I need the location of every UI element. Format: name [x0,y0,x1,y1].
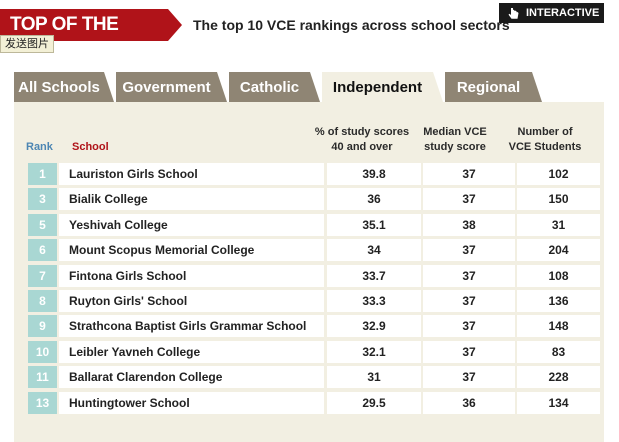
median-value-cell: 37 [423,315,515,338]
table-row: 13 Huntingtower School 29.5 36 134 [28,391,600,414]
pct-value-cell: 33.3 [327,290,421,312]
header: TOP OF THE CLASS The top 10 VCE rankings… [0,0,619,72]
median-value-cell: 37 [423,340,515,363]
student-count-cell: 108 [517,264,600,287]
rank-cell: 11 [28,366,57,389]
school-name-cell: Lauriston Girls School [59,163,324,185]
student-count-cell: 31 [517,213,600,236]
page-subtitle: The top 10 VCE rankings across school se… [193,17,510,33]
school-name-cell: Ruyton Girls' School [59,290,324,312]
rank-cell: 1 [28,163,57,185]
table-row: 6 Mount Scopus Memorial College 34 37 204 [28,239,600,262]
school-name-cell: Strathcona Baptist Girls Grammar School [59,315,324,338]
median-value-cell: 37 [423,290,515,312]
median-value-cell: 37 [423,239,515,262]
rankings-panel: Rank School % of study scores 40 and ove… [14,102,604,442]
pct-value-cell: 39.8 [327,163,421,185]
pct-value-cell: 29.5 [327,391,421,414]
median-value-cell: 37 [423,264,515,287]
table-row: 11 Ballarat Clarendon College 31 37 228 [28,366,600,389]
pct-value-cell: 32.9 [327,315,421,338]
tab-all-schools[interactable]: All Schools [14,72,114,102]
table-row: 7 Fintona Girls School 33.7 37 108 [28,264,600,287]
cursor-hand-icon [508,7,519,19]
student-count-cell: 150 [517,188,600,211]
school-name-cell: Mount Scopus Memorial College [59,239,324,262]
student-count-cell: 134 [517,391,600,414]
rank-cell: 13 [28,391,57,414]
median-value-cell: 36 [423,391,515,414]
rank-cell: 8 [28,290,57,312]
interactive-label: INTERACTIVE [526,7,600,19]
pct-value-cell: 36 [327,188,421,211]
median-value-cell: 37 [423,366,515,389]
number-header-line-1: Number of [517,126,573,138]
pct-value-cell: 35.1 [327,213,421,236]
student-count-cell: 83 [517,340,600,363]
student-count-cell: 204 [517,239,600,262]
school-name-cell: Ballarat Clarendon College [59,366,324,389]
rank-cell: 6 [28,239,57,262]
number-header-line-2: VCE Students [508,141,582,153]
tab-bar: All Schools Government Catholic Independ… [0,72,619,102]
school-name-cell: Fintona Girls School [59,264,324,287]
table-row: 9 Strathcona Baptist Girls Grammar School… [28,315,600,338]
median-header-line-2: study score [424,141,486,153]
rank-cell: 5 [28,213,57,236]
table-row: 5 Yeshivah College 35.1 38 31 [28,213,600,236]
student-count-cell: 228 [517,366,600,389]
number-column-header: Number of VCE Students [503,125,587,155]
rank-cell: 7 [28,264,57,287]
student-count-cell: 136 [517,290,600,312]
school-column-header: School [72,141,109,153]
student-count-cell: 102 [517,163,600,185]
rank-column-header: Rank [26,141,53,153]
pct-column-header: % of study scores 40 and over [307,125,417,155]
median-header-line-1: Median VCE [423,126,487,138]
tab-catholic[interactable]: Catholic [229,72,320,102]
tab-government[interactable]: Government [116,72,227,102]
school-name-cell: Leibler Yavneh College [59,340,324,363]
pct-value-cell: 33.7 [327,264,421,287]
pct-value-cell: 34 [327,239,421,262]
pct-value-cell: 32.1 [327,340,421,363]
interactive-badge[interactable]: INTERACTIVE [499,3,604,23]
rank-cell: 3 [28,188,57,211]
table-row: 1 Lauriston Girls School 39.8 37 102 [28,163,600,185]
pct-header-line-1: % of study scores [314,126,410,138]
table-row: 8 Ruyton Girls' School 33.3 37 136 [28,290,600,312]
rank-cell: 9 [28,315,57,338]
median-value-cell: 38 [423,213,515,236]
median-value-cell: 37 [423,163,515,185]
table-row: 10 Leibler Yavneh College 32.1 37 83 [28,340,600,363]
rank-cell: 10 [28,340,57,363]
tab-independent[interactable]: Independent [322,72,443,102]
pct-value-cell: 31 [327,366,421,389]
send-image-button[interactable]: 发送图片 [0,35,54,53]
school-name-cell: Bialik College [59,188,324,211]
student-count-cell: 148 [517,315,600,338]
median-value-cell: 37 [423,188,515,211]
school-name-cell: Huntingtower School [59,391,324,414]
median-column-header: Median VCE study score [410,125,500,155]
table-row: 3 Bialik College 36 37 150 [28,188,600,211]
tab-regional[interactable]: Regional [445,72,542,102]
school-name-cell: Yeshivah College [59,213,324,236]
pct-header-line-2: 40 and over [331,141,393,153]
